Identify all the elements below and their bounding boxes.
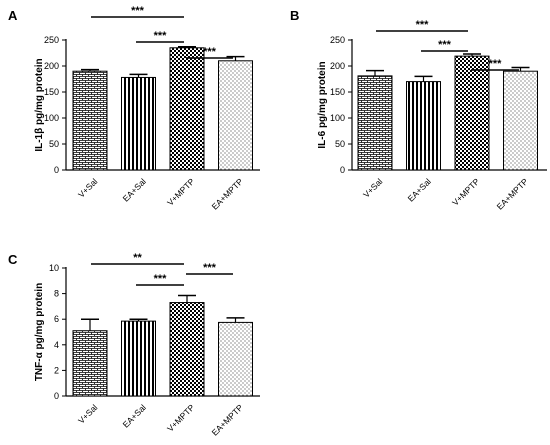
y-tick-label: 150 (44, 87, 59, 97)
y-tick-label: 200 (330, 61, 345, 71)
panel-letter: C (8, 252, 18, 267)
bar-v-sal (72, 330, 108, 397)
y-tick-label: 250 (330, 35, 345, 45)
significance-label: *** (203, 262, 217, 274)
y-tick-label: 0 (54, 165, 59, 175)
error-bar-v-sal (81, 318, 99, 331)
significance-label: ** (133, 252, 142, 264)
category-label-v-sal: V+Sal (76, 176, 99, 199)
y-tick-label: 150 (330, 87, 345, 97)
panel-b-chart: B 0 50 100 150 200 250 IL-6 pg/mg protein V+Sal E… (290, 8, 547, 212)
category-label-v-mptp: V+MPTP (165, 402, 197, 434)
y-tick-label: 250 (44, 35, 59, 45)
y-tick-label: 100 (330, 113, 345, 123)
error-bar-ea-mptp (226, 55, 245, 61)
significance-label: *** (131, 5, 145, 17)
y-tick-label: 100 (44, 113, 59, 123)
bar-v-mptp (169, 302, 205, 397)
error-bar-v-sal (366, 69, 384, 76)
error-bar-ea-sal (129, 73, 148, 78)
category-label-ea-sal: EA+Sal (121, 176, 148, 203)
y-tick-label: 2 (54, 365, 59, 375)
category-label-v-sal: V+Sal (361, 176, 384, 199)
category-label-ea-mptp: EA+MPTP (495, 176, 531, 212)
significance-label: *** (489, 58, 503, 70)
y-tick-label: 4 (54, 340, 59, 350)
error-bar-ea-mptp (511, 66, 530, 72)
y-tick-label: 0 (54, 391, 59, 401)
error-bar-ea-sal (129, 318, 148, 322)
error-bar-ea-mptp (226, 317, 245, 323)
error-bar-ea-sal (414, 75, 433, 82)
panel-letter: A (8, 8, 18, 23)
y-tick-label: 50 (335, 139, 345, 149)
bar-v-sal (357, 75, 393, 171)
bar-ea-mptp (218, 321, 253, 397)
error-bar-v-mptp (463, 53, 481, 57)
category-label-ea-mptp: EA+MPTP (210, 176, 246, 212)
category-label-v-sal: V+Sal (76, 402, 99, 425)
y-tick-label: 6 (54, 314, 59, 324)
bar-ea-mptp (503, 70, 538, 171)
y-tick-label: 50 (49, 139, 59, 149)
error-bar-v-mptp (178, 294, 196, 303)
panel-a-chart: A 0 50 100 150 200 250 IL-1β pg/mg protein V+Sal… (8, 5, 260, 212)
bar-ea-sal (121, 76, 156, 171)
y-tick-label: 8 (54, 289, 59, 299)
panel-letter: B (290, 8, 299, 23)
bar-v-mptp (454, 55, 490, 171)
category-label-ea-sal: EA+Sal (406, 176, 433, 203)
significance-label: *** (154, 30, 168, 42)
category-label-ea-mptp: EA+MPTP (210, 402, 246, 438)
y-tick-label: 200 (44, 61, 59, 71)
significance-label: *** (438, 39, 452, 51)
error-bar-v-mptp (178, 46, 196, 48)
bar-v-mptp (169, 47, 205, 171)
error-bar-v-sal (81, 68, 99, 72)
y-axis-title: IL-1β pg/mg protein (34, 58, 45, 151)
panel-c-chart: C 0 2 4 6 8 10 TNF-α pg/mg protein V+Sal EA+Sal V+… (8, 252, 260, 438)
y-axis-title: TNF-α pg/mg protein (34, 283, 45, 381)
bar-ea-mptp (218, 60, 253, 171)
significance-label: *** (154, 273, 168, 285)
significance-label: *** (416, 19, 430, 31)
category-label-ea-sal: EA+Sal (121, 402, 148, 429)
significance-label: *** (203, 46, 217, 58)
y-axis-title: IL-6 pg/mg protein (317, 61, 328, 148)
category-label-v-mptp: V+MPTP (450, 176, 482, 208)
y-tick-label: 0 (340, 165, 345, 175)
y-tick-label: 10 (49, 263, 59, 273)
bar-ea-sal (121, 320, 156, 397)
bar-ea-sal (406, 81, 441, 171)
category-label-v-mptp: V+MPTP (165, 176, 197, 208)
bar-v-sal (72, 70, 108, 171)
